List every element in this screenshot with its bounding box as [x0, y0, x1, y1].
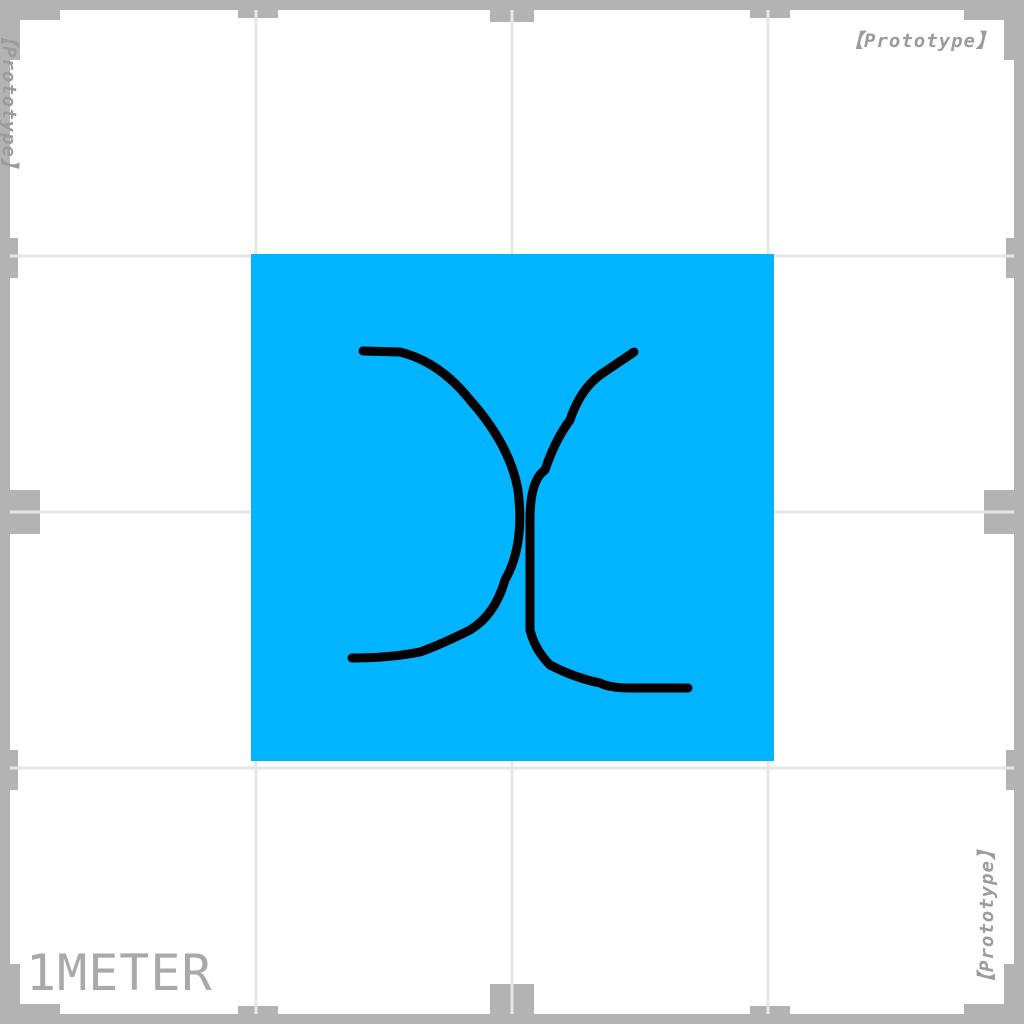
scale-label: 1METER [26, 944, 213, 1002]
prototype-label-top-left: 【Prototype】 [0, 26, 20, 178]
prototype-label-bottom-right: 【Prototype】 [976, 840, 998, 992]
hand-drawn-double-curve-icon [347, 346, 693, 693]
accent-square [251, 254, 774, 761]
prototype-label-top-right: 【Prototype】 [844, 30, 996, 52]
